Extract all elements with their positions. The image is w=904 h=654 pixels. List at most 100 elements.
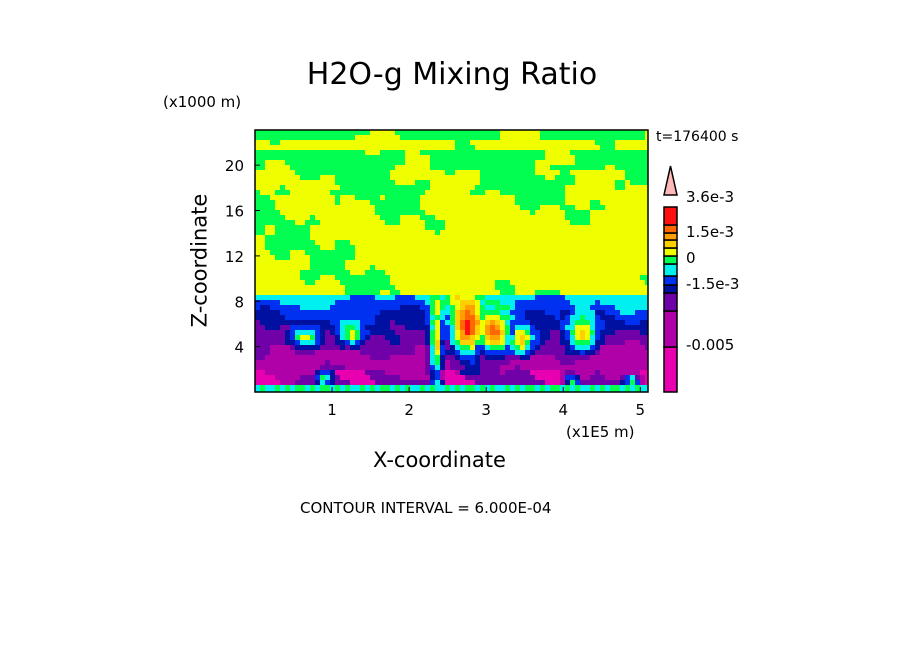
heatmap-cell: [615, 205, 621, 211]
heatmap-cell: [260, 380, 266, 386]
heatmap-cell: [260, 300, 266, 306]
heatmap-cell: [640, 150, 646, 156]
heatmap-cell: [620, 295, 626, 301]
heatmap-cell: [440, 230, 446, 236]
heatmap-cell: [370, 320, 376, 326]
heatmap-cell: [505, 230, 511, 236]
heatmap-cell: [575, 355, 581, 361]
heatmap-cell: [525, 370, 531, 376]
heatmap-cell: [510, 155, 516, 161]
heatmap-cell: [285, 160, 291, 166]
heatmap-cell: [640, 170, 646, 176]
heatmap-cell: [505, 235, 511, 241]
heatmap-cell: [440, 385, 446, 391]
heatmap-cell: [465, 285, 471, 291]
heatmap-cell: [450, 150, 456, 156]
heatmap-cell: [300, 260, 306, 266]
heatmap-cell: [320, 250, 326, 256]
heatmap-cell: [470, 200, 476, 206]
heatmap-cell: [550, 160, 556, 166]
heatmap-cell: [270, 330, 276, 336]
heatmap-cell: [465, 155, 471, 161]
heatmap-cell: [390, 270, 396, 276]
heatmap-cell: [565, 190, 571, 196]
heatmap-cell: [625, 310, 631, 316]
heatmap-cell: [385, 215, 391, 221]
heatmap-cell: [340, 350, 346, 356]
heatmap-cell: [370, 280, 376, 286]
heatmap-cell: [520, 245, 526, 251]
heatmap-cell: [400, 225, 406, 231]
heatmap-cell: [620, 235, 626, 241]
heatmap-cell: [515, 300, 521, 306]
heatmap-cell: [320, 220, 326, 226]
heatmap-cell: [435, 170, 441, 176]
heatmap-cell: [575, 275, 581, 281]
heatmap-cell: [255, 170, 261, 176]
heatmap-cell: [625, 230, 631, 236]
heatmap-cell: [575, 235, 581, 241]
heatmap-cell: [520, 215, 526, 221]
heatmap-cell: [430, 270, 436, 276]
heatmap-cell: [525, 350, 531, 356]
heatmap-cell: [350, 150, 356, 156]
heatmap-cell: [615, 140, 621, 146]
heatmap-cell: [430, 160, 436, 166]
heatmap-cell: [595, 185, 601, 191]
heatmap-cell: [580, 300, 586, 306]
heatmap-cell: [625, 365, 631, 371]
heatmap-cell: [435, 325, 441, 331]
heatmap-cell: [460, 225, 466, 231]
heatmap-cell: [615, 250, 621, 256]
heatmap-cell: [490, 330, 496, 336]
heatmap-cell: [340, 175, 346, 181]
heatmap-cell: [335, 170, 341, 176]
heatmap-cell: [325, 295, 331, 301]
heatmap-cell: [445, 220, 451, 226]
heatmap-cell: [605, 145, 611, 151]
heatmap-cell: [520, 225, 526, 231]
heatmap-cell: [450, 140, 456, 146]
heatmap-cell: [405, 195, 411, 201]
heatmap-cell: [450, 275, 456, 281]
heatmap-cell: [640, 235, 646, 241]
heatmap-cell: [535, 365, 541, 371]
heatmap-cell: [590, 175, 596, 181]
heatmap-cell: [625, 155, 631, 161]
heatmap-cell: [280, 210, 286, 216]
heatmap-cell: [435, 300, 441, 306]
heatmap-cell: [615, 255, 621, 261]
heatmap-cell: [445, 240, 451, 246]
heatmap-cell: [430, 225, 436, 231]
heatmap-cell: [510, 175, 516, 181]
heatmap-cell: [435, 330, 441, 336]
heatmap-cell: [560, 305, 566, 311]
heatmap-cell: [475, 345, 481, 351]
heatmap-cell: [265, 360, 271, 366]
heatmap-cell: [615, 245, 621, 251]
heatmap-cell: [480, 345, 486, 351]
heatmap-cell: [555, 185, 561, 191]
heatmap-cell: [475, 185, 481, 191]
heatmap-cell: [255, 305, 261, 311]
heatmap-cell: [565, 310, 571, 316]
heatmap-cell: [360, 375, 366, 381]
heatmap-cell: [465, 335, 471, 341]
heatmap-cell: [330, 215, 336, 221]
heatmap-cell: [625, 200, 631, 206]
heatmap-cell: [395, 150, 401, 156]
heatmap-cell: [615, 315, 621, 321]
heatmap-cell: [495, 225, 501, 231]
heatmap-cell: [390, 340, 396, 346]
heatmap-cell: [355, 270, 361, 276]
heatmap-cell: [625, 175, 631, 181]
heatmap-cell: [595, 325, 601, 331]
heatmap-cell: [340, 355, 346, 361]
heatmap-cell: [320, 320, 326, 326]
heatmap-cell: [595, 180, 601, 186]
heatmap-cell: [415, 140, 421, 146]
heatmap-cell: [490, 220, 496, 226]
heatmap-cell: [560, 370, 566, 376]
heatmap-cell: [280, 220, 286, 226]
heatmap-cell: [380, 345, 386, 351]
